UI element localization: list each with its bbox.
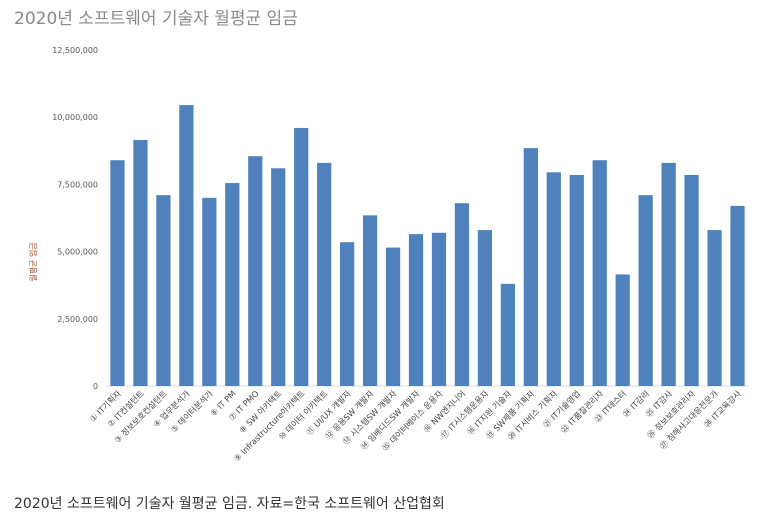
- bar: [225, 183, 240, 386]
- bar: [730, 205, 745, 386]
- bar: [271, 168, 286, 386]
- bar: [294, 127, 309, 386]
- bar: [248, 156, 263, 386]
- bar: [500, 283, 515, 386]
- bar: [340, 242, 355, 386]
- bar: [385, 247, 401, 386]
- y-tick-label: 0: [93, 382, 98, 391]
- bar: [569, 174, 584, 386]
- bar: [317, 162, 332, 386]
- bar: [362, 215, 378, 386]
- bar: [110, 160, 125, 386]
- bars: [110, 105, 745, 386]
- y-tick-label: 10,000,000: [52, 113, 98, 122]
- bar: [546, 172, 561, 386]
- y-tick-label: 2,500,000: [57, 315, 98, 324]
- bar: [615, 274, 630, 386]
- bar: [592, 160, 607, 386]
- bar: [431, 232, 447, 386]
- chart-title: 2020년 소프트웨어 기술자 월평균 임금: [14, 9, 298, 29]
- bar: [133, 140, 148, 386]
- y-axis-title: 월평균 임금: [28, 242, 38, 281]
- bar: [523, 148, 538, 386]
- bar: [707, 230, 722, 386]
- y-tick-label: 7,500,000: [57, 180, 98, 189]
- bar: [156, 195, 171, 386]
- bar-chart: 0 2,500,000 5,000,000 7,500,000 10,000,000 12…: [28, 46, 749, 463]
- y-tick-label: 12,500,000: [52, 46, 98, 55]
- bar: [202, 197, 217, 386]
- bar: [684, 174, 699, 386]
- bar: [179, 105, 194, 386]
- bar: [638, 195, 653, 386]
- bar: [477, 230, 493, 386]
- bar: [408, 234, 424, 386]
- bar: [661, 162, 676, 386]
- y-tick-label: 5,000,000: [57, 248, 98, 257]
- bar: [454, 203, 470, 386]
- caption: 2020년 소프트웨어 기술자 월평균 임금. 자료=한국 소프트웨어 산업협회: [14, 496, 445, 512]
